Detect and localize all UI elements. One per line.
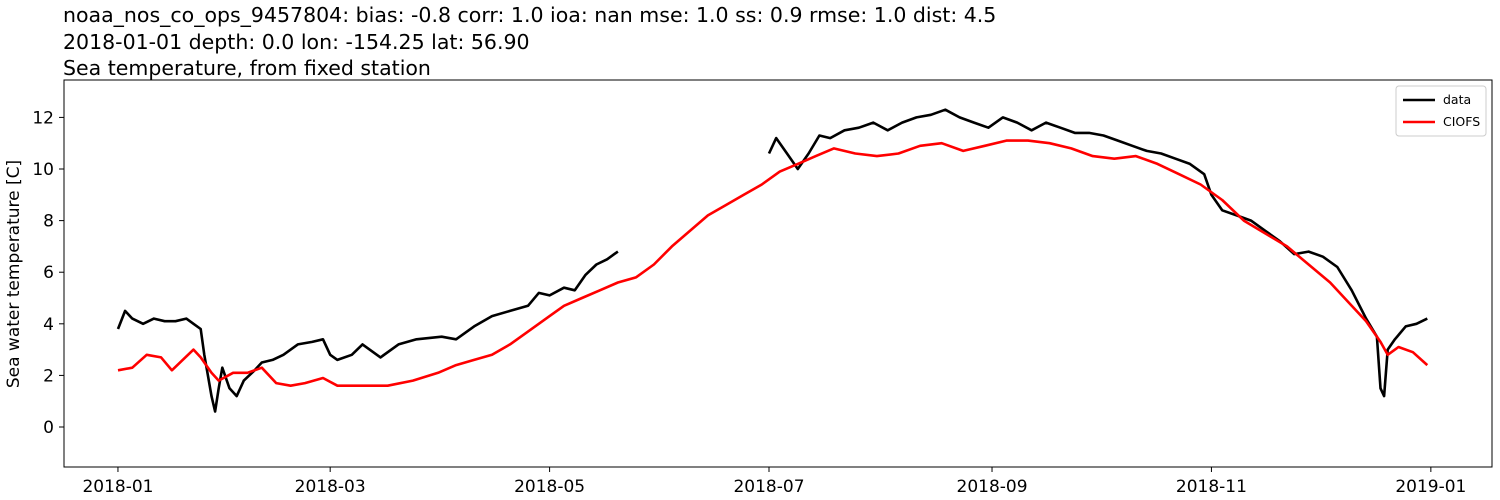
series-line-data: [118, 252, 618, 412]
x-tick-label: 2018-05: [514, 477, 585, 497]
legend-label-ciofs: CIOFS: [1443, 114, 1480, 129]
x-tick-label: 2018-11: [1176, 477, 1247, 497]
legend-label-data: data: [1443, 92, 1471, 107]
series-line-ciofs: [118, 141, 1427, 386]
y-axis-label: Sea water temperature [C]: [4, 160, 24, 388]
series-line-data-summer-segment: [769, 110, 1427, 396]
x-tick-label: 2018-01: [82, 477, 153, 497]
x-tick-label: 2018-07: [733, 477, 804, 497]
y-tick-label: 4: [43, 315, 54, 335]
y-tick-label: 8: [43, 212, 54, 232]
y-tick-label: 10: [32, 160, 54, 180]
chart-title-line-2: 2018-01-01 depth: 0.0 lon: -154.25 lat: …: [63, 30, 530, 54]
chart-title-line-1: noaa_nos_co_ops_9457804: bias: -0.8 corr…: [63, 3, 996, 28]
plot-frame: [64, 80, 1492, 467]
x-tick-label: 2019-01: [1395, 477, 1466, 497]
y-tick-label: 0: [43, 418, 54, 438]
y-tick-label: 6: [43, 263, 54, 283]
x-tick-label: 2018-03: [295, 477, 366, 497]
x-axis: 2018-01 2018-03 2018-05 2018-07 2018-09 2018-…: [82, 467, 1466, 497]
y-tick-label: 12: [32, 108, 54, 128]
x-tick-label: 2018-09: [957, 477, 1028, 497]
series-layer: [118, 110, 1427, 412]
y-axis: 0 2 4 6 8 10 12: [32, 108, 64, 438]
y-tick-label: 2: [43, 366, 54, 386]
chart-title-line-3: Sea temperature, from fixed station: [63, 56, 431, 80]
legend: data CIOFS: [1396, 86, 1486, 136]
